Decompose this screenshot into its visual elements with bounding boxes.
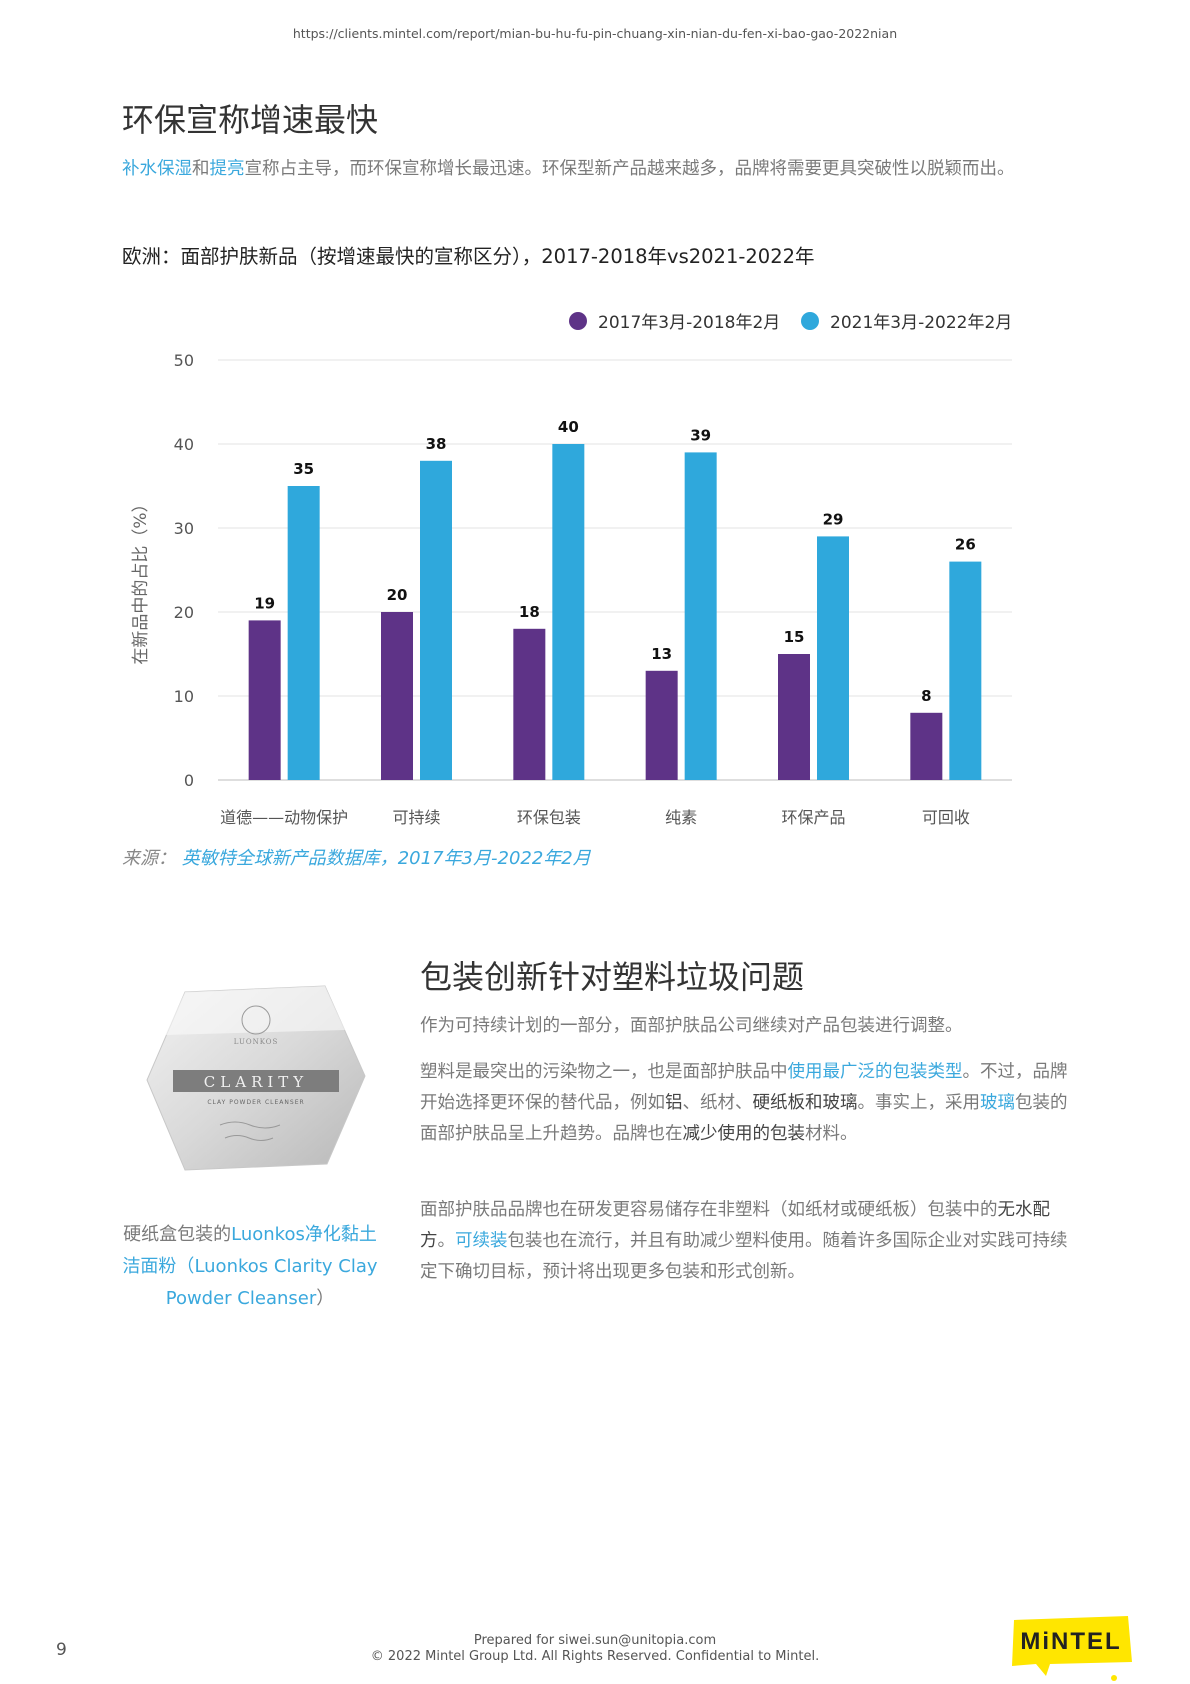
bar	[645, 670, 678, 780]
product-image: LUONKOS CLARITY CLAY POWDER CLEANSER	[146, 985, 366, 1171]
footer-prepared: Prepared for siwei.sun@unitopia.com	[473, 1633, 717, 1648]
bar	[248, 620, 281, 780]
section-title-eco-claims: 环保宣称增速最快	[122, 101, 379, 139]
bar	[513, 628, 546, 780]
footer-copyright: © 2022 Mintel Group Ltd. All Rights Rese…	[370, 1649, 820, 1664]
data-label: 35	[293, 460, 314, 478]
bar	[287, 486, 320, 780]
link-glass[interactable]: 玻璃	[980, 1093, 1015, 1113]
packaging-paragraph-2: 塑料是最突出的污染物之一，也是面部护肤品中使用最广泛的包装类型。不过，品牌开始选…	[420, 1057, 1070, 1150]
y-tick-label: 0	[184, 771, 194, 790]
bar	[817, 536, 849, 780]
page-number: 9	[56, 1640, 67, 1660]
p2-text-c: 铝	[665, 1093, 683, 1113]
mintel-logo: MiNTEL	[1012, 1616, 1132, 1681]
intro-text-2: 宣称占主导，而环保宣称增长最迅速。环保型新产品越来越多，品牌将需要更具突破性以脱…	[244, 159, 1015, 179]
y-tick-label: 40	[174, 435, 194, 454]
x-tick-label: 可回收	[922, 808, 970, 827]
intro-text-1: 和	[192, 159, 210, 179]
p2-text-g: 包装的面部护肤品呈上升趋势。品牌也在	[420, 1093, 1068, 1144]
packaging-paragraph-3: 面部护肤品品牌也在研发更容易储存在非塑料（如纸材或硬纸板）包装中的无水配方。可续…	[420, 1195, 1070, 1288]
product-subtitle: CLAY POWDER CLEANSER	[207, 1099, 304, 1106]
p2-text-e: 硬纸板和玻璃	[752, 1093, 858, 1113]
caption-text-1: 硬纸盒包装的	[123, 1224, 232, 1245]
link-refillable[interactable]: 可续装	[455, 1231, 508, 1251]
section-title-packaging: 包装创新针对塑料垃圾问题	[420, 958, 805, 996]
bar-chart: 0 10 20 30 40 50 在新品中的占比（%） 19 35 道德——动物保护 20 38 可持续…	[131, 312, 1012, 827]
data-label: 39	[690, 426, 711, 444]
footer: Prepared for siwei.sun@unitopia.com © 20…	[0, 1633, 1190, 1665]
link-hydration[interactable]: 补水保湿	[122, 159, 192, 179]
legend-label: 2017年3月-2018年2月	[598, 313, 780, 333]
x-tick-label: 纯素	[665, 808, 697, 827]
source-label: 来源：	[122, 848, 176, 869]
caption-product-en-link[interactable]: Luonkos Clarity Clay Powder Cleanser	[165, 1256, 378, 1309]
bar	[778, 654, 810, 780]
caption-product-link[interactable]: 净化黏土洁面粉（	[122, 1224, 377, 1277]
p2-text-h: 减少使用的包装	[682, 1124, 806, 1144]
data-label: 19	[254, 594, 275, 612]
data-label: 26	[955, 536, 976, 554]
bar	[684, 452, 717, 780]
p2-text-i: 材料。	[805, 1124, 858, 1144]
product-caption: 硬纸盒包装的Luonkos净化黏土洁面粉（Luonkos Clarity Cla…	[120, 1219, 380, 1315]
p2-text-d: 、纸材、	[682, 1093, 753, 1113]
p3-text-b: 无水配方	[420, 1200, 1050, 1251]
section-intro: 补水保湿和提亮宣称占主导，而环保宣称增长最迅速。环保型新产品越来越多，品牌将需要…	[122, 154, 1072, 185]
legend-marker	[569, 312, 587, 330]
data-label: 18	[519, 603, 540, 621]
logo-dot	[1111, 1675, 1117, 1681]
data-label: 40	[558, 418, 579, 436]
product-name: CLARITY	[204, 1073, 308, 1091]
product-box-highlight	[165, 986, 345, 1035]
p2-text-a: 塑料是最突出的污染物之一，也是面部护肤品中	[420, 1062, 788, 1082]
p3-text-c: 。	[437, 1231, 456, 1251]
source-line: 来源： 英敏特全球新产品数据库，2017年3月-2022年2月	[122, 844, 591, 870]
data-label: 13	[651, 645, 672, 663]
product-brand-seal	[241, 1005, 271, 1035]
x-tick-label: 道德——动物保护	[220, 808, 348, 827]
packaging-paragraph-1: 作为可持续计划的一部分，面部护肤品公司继续对产品包装进行调整。	[420, 1016, 963, 1036]
bar	[910, 712, 943, 780]
data-label: 8	[921, 687, 931, 705]
p3-text-a: 面部护肤品品牌也在研发更容易储存在非塑料（如纸材或硬纸板）包装中的	[420, 1200, 998, 1220]
source-date[interactable]: 2017年3月-2022年2月	[397, 848, 591, 869]
y-tick-label: 10	[174, 687, 194, 706]
report-url[interactable]: https://clients.mintel.com/report/mian-b…	[292, 26, 898, 41]
bar	[949, 561, 982, 780]
source-link[interactable]: 英敏特全球新产品数据库，	[181, 848, 398, 869]
link-brightening[interactable]: 提亮	[209, 159, 245, 179]
x-tick-label: 环保包装	[517, 808, 581, 827]
legend-label: 2021年3月-2022年2月	[830, 313, 1012, 333]
y-tick-label: 50	[174, 351, 194, 370]
p2-text-f: 。事实上，采用	[857, 1093, 981, 1113]
caption-text-2: ）	[316, 1288, 335, 1309]
x-tick-label: 可持续	[392, 808, 440, 827]
bar	[420, 460, 452, 780]
link-packaging-types[interactable]: 使用最广泛的包装类型	[787, 1062, 963, 1082]
p2-text-b: 。不过，品牌开始选择更环保的替代品，例如	[420, 1062, 1068, 1113]
legend-marker	[801, 312, 819, 330]
x-tick-label: 环保产品	[781, 808, 845, 827]
data-label: 29	[823, 510, 844, 528]
product-brand: LUONKOS	[234, 1038, 279, 1046]
product-label-band	[173, 1070, 339, 1092]
caption-brand-link[interactable]: Luonkos	[231, 1224, 305, 1245]
bar	[381, 612, 413, 780]
data-label: 38	[426, 435, 447, 453]
logo-background	[1012, 1616, 1132, 1676]
y-tick-label: 20	[174, 603, 194, 622]
chart-title: 欧洲：面部护肤新品（按增速最快的宣称区分），2017-2018年vs2021-2…	[122, 245, 815, 268]
p3-text-d: 包装也在流行，并且有助减少塑料使用。随着许多国际企业对实践可持续定下确切目标，预…	[420, 1231, 1068, 1282]
data-label: 15	[784, 628, 805, 646]
logo-text: MiNTEL	[1020, 1628, 1121, 1655]
data-label: 20	[387, 586, 408, 604]
product-handwriting	[219, 1121, 281, 1141]
bar	[552, 444, 585, 780]
y-axis-label: 在新品中的占比（%）	[131, 495, 151, 664]
y-tick-label: 30	[174, 519, 194, 538]
